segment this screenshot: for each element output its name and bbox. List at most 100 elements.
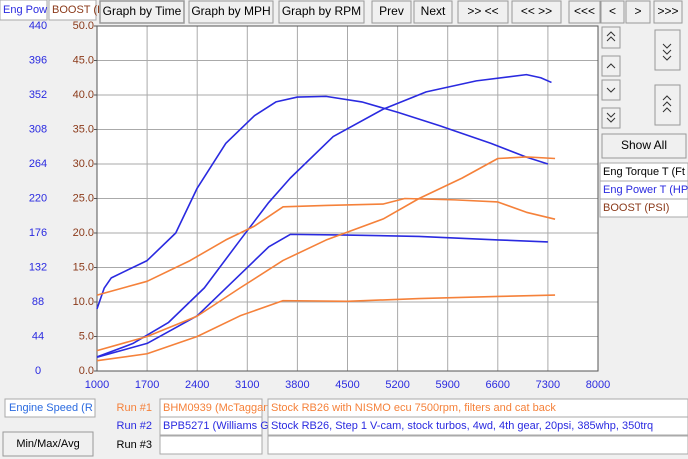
icon <box>662 95 672 101</box>
y2-tick-label: 35.0 <box>73 123 94 135</box>
toolbar-button[interactable] <box>511 0 562 24</box>
x-tick-label: 3100 <box>235 379 259 391</box>
icon <box>606 112 616 118</box>
x-axis-box-label: Engine Speed (R <box>9 402 93 414</box>
button-label: <<< <box>574 4 595 18</box>
x-tick-label: 3800 <box>285 379 309 391</box>
toolbar-button[interactable] <box>568 0 601 24</box>
button-label: >>> <box>657 4 678 18</box>
y-tick-label: 132 <box>29 261 47 273</box>
y2-tick-label: 25.0 <box>73 192 94 204</box>
toolbar-button[interactable] <box>413 0 453 24</box>
x-tick-label: 8000 <box>586 379 610 391</box>
x-tick-label: 5900 <box>435 379 459 391</box>
run-label: Run #1 <box>117 402 152 414</box>
y2-tick-label: 40.0 <box>73 89 94 101</box>
y-tick-label: 308 <box>29 123 47 135</box>
icon <box>662 101 672 107</box>
icon <box>662 55 672 61</box>
icon-button[interactable] <box>601 55 621 77</box>
y-tick-label: 176 <box>29 227 47 239</box>
button-label: Next <box>421 4 446 18</box>
button-label: << >> <box>521 4 552 18</box>
toolbar-button[interactable] <box>625 0 651 24</box>
y-tick-label: 0 <box>35 365 41 377</box>
y-tick-label: 88 <box>32 296 44 308</box>
axis-box-label: Eng Pow <box>3 4 47 16</box>
series-line <box>96 197 556 296</box>
show-all-button[interactable] <box>601 133 687 159</box>
y-tick-label: 440 <box>29 20 47 32</box>
icon <box>662 43 672 49</box>
x-tick-label: 1000 <box>85 379 109 391</box>
button-label: < <box>609 4 616 18</box>
icon-button[interactable] <box>601 79 621 101</box>
axis-box-label: BOOST (I <box>52 4 100 16</box>
min-max-button[interactable] <box>2 431 94 457</box>
y2-tick-label: 5.0 <box>79 330 94 342</box>
run-description <box>267 435 688 455</box>
icon-button[interactable] <box>654 84 681 126</box>
axis-box[interactable] <box>0 0 48 21</box>
x-tick-label: 4500 <box>335 379 359 391</box>
button-label: Prev <box>379 4 404 18</box>
button-label: > <box>634 4 641 18</box>
toolbar-button[interactable] <box>278 0 365 24</box>
series-line <box>96 156 556 352</box>
icon <box>606 36 616 42</box>
y-tick-label: 352 <box>29 89 47 101</box>
icon <box>662 107 672 113</box>
series-line <box>96 233 548 358</box>
y2-tick-label: 10.0 <box>73 296 94 308</box>
toolbar: Graph by Time Graph by MPH Graph by RPM Pre… <box>99 0 683 24</box>
icon <box>606 63 616 69</box>
icon <box>662 49 672 55</box>
run-description-text: Stock RB26, Step 1 V-cam, stock turbos, … <box>271 420 653 432</box>
icon <box>606 117 616 123</box>
y2-tick-label: 20.0 <box>73 227 94 239</box>
legend-label: Eng Torque T (Ft <box>603 166 685 178</box>
axis-box[interactable] <box>48 0 97 21</box>
button-label: Min/Max/Avg <box>16 438 79 450</box>
y-tick-label: 44 <box>32 330 44 342</box>
run-label: Run #3 <box>117 439 152 451</box>
toolbar-button[interactable] <box>99 0 185 24</box>
icon-button[interactable] <box>601 107 621 129</box>
y2-tick-label: 45.0 <box>73 54 94 66</box>
x-axis-box[interactable] <box>4 398 96 418</box>
toolbar-button[interactable] <box>600 0 625 24</box>
toolbar-button[interactable] <box>457 0 509 24</box>
run-table: Run #1 BHM0939 (McTaggart Stock RB26 wit… <box>117 398 688 455</box>
legend-label: Eng Power T (HP <box>603 184 688 196</box>
toolbar-button[interactable] <box>371 0 412 24</box>
y2-tick-label: 15.0 <box>73 261 94 273</box>
x-tick-label: 2400 <box>185 379 209 391</box>
icon-button[interactable] <box>654 29 681 71</box>
run-description-text: Stock RB26 with NISMO ecu 7500rpm, filte… <box>271 402 556 414</box>
x-tick-label: 5200 <box>385 379 409 391</box>
x-tick-label: 1700 <box>135 379 159 391</box>
button-label: Show All <box>621 138 667 152</box>
icon <box>606 31 616 37</box>
plot-border <box>96 25 599 372</box>
run-vehicle <box>159 435 263 455</box>
legend-label: BOOST (PSI) <box>603 202 669 214</box>
legend-box[interactable] <box>599 198 688 218</box>
run-vehicle-text: BPB5271 (Williams G <box>163 420 269 432</box>
button-label: Graph by MPH <box>191 4 270 18</box>
icon <box>606 87 616 93</box>
y2-tick-label: 0.0 <box>79 365 94 377</box>
y-tick-label: 220 <box>29 192 47 204</box>
toolbar-button[interactable] <box>188 0 274 24</box>
run-vehicle <box>159 416 263 436</box>
toolbar-button[interactable] <box>653 0 683 24</box>
run-vehicle-text: BHM0939 (McTaggart <box>163 402 270 414</box>
run-description <box>267 416 688 436</box>
series-line <box>96 294 556 362</box>
y2-tick-label: 30.0 <box>73 158 94 170</box>
x-tick-label: 7300 <box>536 379 560 391</box>
series-line <box>96 95 549 310</box>
y2-tick-label: 50.0 <box>73 20 94 32</box>
button-label: Graph by Time <box>103 4 182 18</box>
